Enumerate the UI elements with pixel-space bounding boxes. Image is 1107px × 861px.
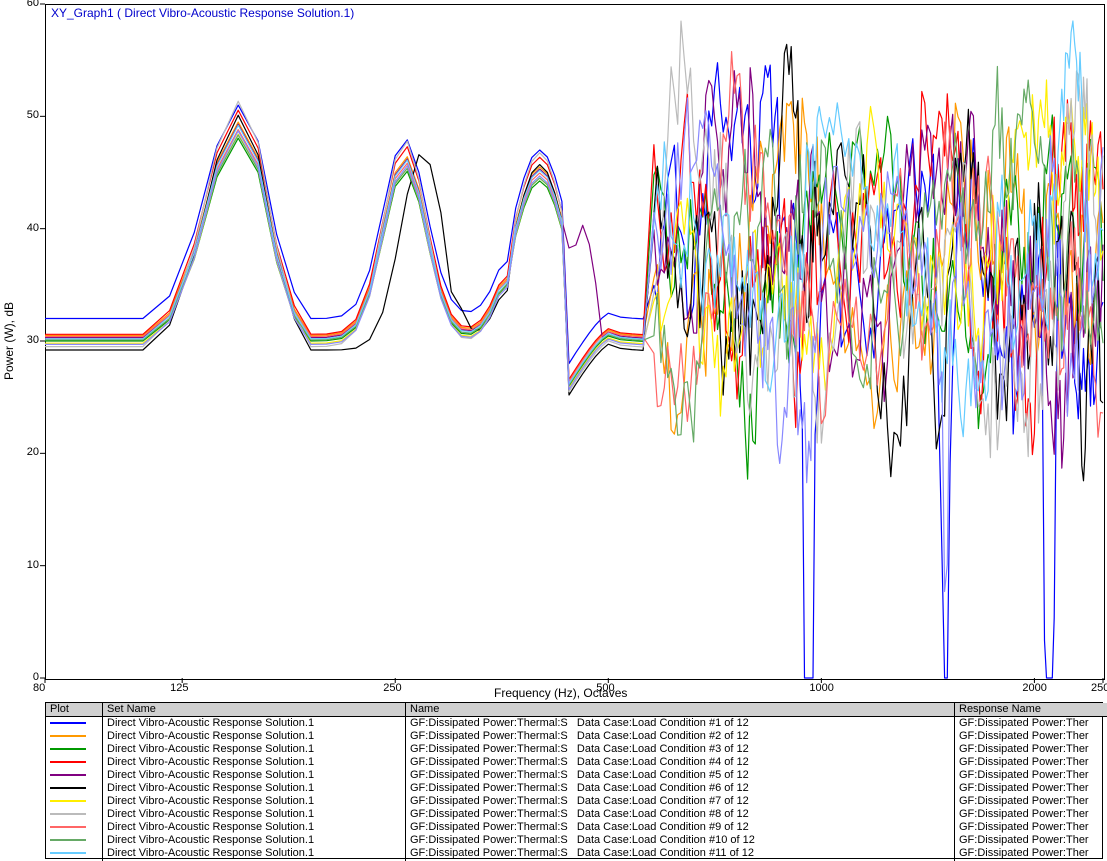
- legend-grid: PlotSet NameNameResponse Name Direct Vibr…: [46, 703, 1107, 861]
- legend-response: GF:Dissipated Power:Ther: [955, 847, 1107, 860]
- legend-set-name: Direct Vibro-Acoustic Response Solution.…: [103, 795, 406, 808]
- legend-response: GF:Dissipated Power:Ther: [955, 808, 1107, 821]
- x-tick-label: 2500: [1091, 682, 1107, 694]
- legend-swatch: [46, 769, 103, 782]
- y-tick-label: 20: [27, 446, 39, 458]
- legend-row: Direct Vibro-Acoustic Response Solution.…: [46, 717, 1107, 731]
- series-line: [45, 98, 1103, 592]
- legend-row: Direct Vibro-Acoustic Response Solution.…: [46, 795, 1107, 808]
- legend-response: GF:Dissipated Power:Ther: [955, 743, 1107, 756]
- series-line: [45, 21, 1103, 458]
- legend-swatch: [46, 808, 103, 821]
- legend-set-name: Direct Vibro-Acoustic Response Solution.…: [103, 730, 406, 743]
- legend-response: GF:Dissipated Power:Ther: [955, 795, 1107, 808]
- legend-set-name: Direct Vibro-Acoustic Response Solution.…: [103, 808, 406, 821]
- legend-swatch: [46, 743, 103, 756]
- legend-name: GF:Dissipated Power:Thermal:S Data Case:…: [406, 769, 955, 782]
- legend-header-name: Name: [406, 703, 955, 717]
- y-tick-label: 40: [27, 222, 39, 234]
- legend-name: GF:Dissipated Power:Thermal:S Data Case:…: [406, 717, 955, 731]
- legend-set-name: Direct Vibro-Acoustic Response Solution.…: [103, 782, 406, 795]
- legend-response: GF:Dissipated Power:Ther: [955, 717, 1107, 731]
- legend-header-plot: Plot: [46, 703, 103, 717]
- legend-row: Direct Vibro-Acoustic Response Solution.…: [46, 847, 1107, 860]
- legend-row: Direct Vibro-Acoustic Response Solution.…: [46, 808, 1107, 821]
- legend-name: GF:Dissipated Power:Thermal:S Data Case:…: [406, 847, 955, 860]
- legend-name: GF:Dissipated Power:Thermal:S Data Case:…: [406, 743, 955, 756]
- legend-swatch: [46, 847, 103, 860]
- legend-swatch: [46, 717, 103, 731]
- chart-container: XY_Graph1 ( Direct Vibro-Acoustic Respon…: [0, 0, 1107, 861]
- legend-swatch: [46, 834, 103, 847]
- legend-set-name: Direct Vibro-Acoustic Response Solution.…: [103, 821, 406, 834]
- legend-response: GF:Dissipated Power:Ther: [955, 821, 1107, 834]
- legend-set-name: Direct Vibro-Acoustic Response Solution.…: [103, 717, 406, 731]
- legend-response: GF:Dissipated Power:Ther: [955, 730, 1107, 743]
- legend-swatch: [46, 730, 103, 743]
- legend-row: Direct Vibro-Acoustic Response Solution.…: [46, 782, 1107, 795]
- legend-set-name: Direct Vibro-Acoustic Response Solution.…: [103, 769, 406, 782]
- legend-swatch: [46, 756, 103, 769]
- legend-row: Direct Vibro-Acoustic Response Solution.…: [46, 756, 1107, 769]
- legend-name: GF:Dissipated Power:Thermal:S Data Case:…: [406, 756, 955, 769]
- x-tick-label: 250: [383, 682, 401, 694]
- legend-swatch: [46, 795, 103, 808]
- x-tick-label: 125: [170, 682, 188, 694]
- legend-set-name: Direct Vibro-Acoustic Response Solution.…: [103, 834, 406, 847]
- legend-swatch: [46, 821, 103, 834]
- x-tick-label: 80: [33, 682, 45, 694]
- legend-name: GF:Dissipated Power:Thermal:S Data Case:…: [406, 821, 955, 834]
- legend-response: GF:Dissipated Power:Ther: [955, 782, 1107, 795]
- y-tick-label: 10: [27, 559, 39, 571]
- y-tick-label: 0: [33, 671, 39, 683]
- legend-header-set: Set Name: [103, 703, 406, 717]
- legend-name: GF:Dissipated Power:Thermal:S Data Case:…: [406, 795, 955, 808]
- y-tick-label: 50: [27, 109, 39, 121]
- y-tick-label: 60: [27, 0, 39, 9]
- legend-name: GF:Dissipated Power:Thermal:S Data Case:…: [406, 730, 955, 743]
- legend-header-response: Response Name: [955, 703, 1107, 717]
- y-tick-label: 30: [27, 334, 39, 346]
- legend-set-name: Direct Vibro-Acoustic Response Solution.…: [103, 756, 406, 769]
- x-tick-label: 2000: [1022, 682, 1046, 694]
- legend-response: GF:Dissipated Power:Ther: [955, 769, 1107, 782]
- x-tick-label: 1000: [809, 682, 833, 694]
- legend-name: GF:Dissipated Power:Thermal:S Data Case:…: [406, 782, 955, 795]
- legend-response: GF:Dissipated Power:Ther: [955, 834, 1107, 847]
- legend-table: PlotSet NameNameResponse NameDirect Vibr…: [45, 702, 1103, 859]
- legend-row: Direct Vibro-Acoustic Response Solution.…: [46, 769, 1107, 782]
- legend-row: Direct Vibro-Acoustic Response Solution.…: [46, 834, 1107, 847]
- legend-row: Direct Vibro-Acoustic Response Solution.…: [46, 743, 1107, 756]
- legend-response: GF:Dissipated Power:Ther: [955, 756, 1107, 769]
- legend-set-name: Direct Vibro-Acoustic Response Solution.…: [103, 847, 406, 860]
- series-line: [45, 115, 1103, 479]
- legend-name: GF:Dissipated Power:Thermal:S Data Case:…: [406, 834, 955, 847]
- legend-set-name: Direct Vibro-Acoustic Response Solution.…: [103, 743, 406, 756]
- series-line: [45, 92, 1103, 455]
- legend-row: Direct Vibro-Acoustic Response Solution.…: [46, 821, 1107, 834]
- x-tick-label: 500: [596, 682, 614, 694]
- legend-name: GF:Dissipated Power:Thermal:S Data Case:…: [406, 808, 955, 821]
- legend-row: Direct Vibro-Acoustic Response Solution.…: [46, 730, 1107, 743]
- legend-swatch: [46, 782, 103, 795]
